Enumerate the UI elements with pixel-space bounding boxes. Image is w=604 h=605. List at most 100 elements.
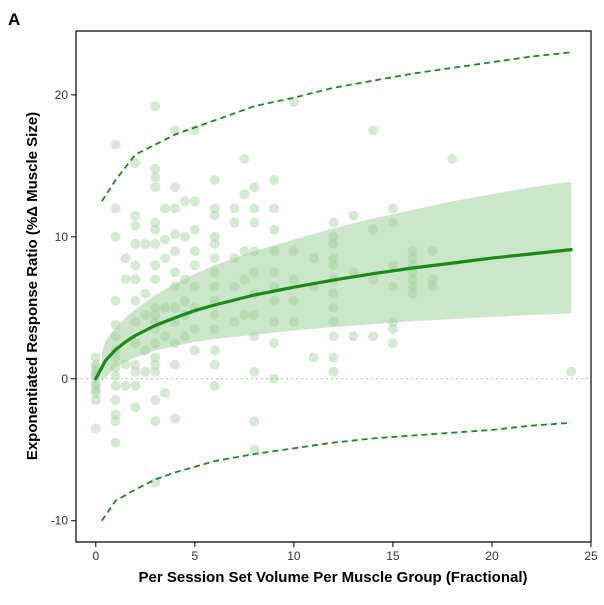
data-point [110, 139, 121, 150]
data-point [130, 158, 141, 168]
data-point [288, 295, 299, 306]
data-point [269, 175, 280, 185]
data-point [130, 220, 141, 231]
data-point [150, 477, 161, 488]
data-point [288, 97, 299, 107]
data-point [328, 231, 339, 242]
data-point [387, 217, 398, 228]
data-point [249, 331, 260, 342]
data-point [387, 324, 398, 335]
data-point [348, 267, 359, 278]
data-point [170, 203, 180, 214]
data-point [110, 331, 121, 342]
data-point [189, 246, 200, 256]
data-point [130, 366, 141, 377]
data-point [110, 295, 121, 306]
data-point [368, 331, 379, 342]
y-tick-label: -10 [51, 514, 69, 528]
data-point [120, 274, 131, 285]
data-point [407, 274, 418, 285]
data-point [229, 217, 240, 228]
data-point [328, 253, 339, 264]
data-point [110, 380, 121, 391]
data-point [249, 267, 260, 278]
data-point [209, 324, 220, 335]
data-point [288, 274, 299, 285]
data-point [170, 338, 180, 349]
data-point [308, 253, 319, 264]
data-point [209, 203, 220, 214]
data-point [387, 281, 398, 292]
data-point [229, 317, 240, 327]
data-point [150, 395, 161, 406]
data-point [150, 309, 161, 320]
data-point [328, 288, 339, 299]
data-point [130, 338, 141, 349]
data-point [140, 345, 151, 356]
x-axis-title: Per Session Set Volume Per Muscle Group … [139, 569, 528, 586]
data-point [150, 260, 161, 271]
x-tick-label: 5 [192, 549, 199, 563]
data-point [120, 359, 131, 370]
data-point [150, 163, 161, 174]
data-point [269, 267, 280, 278]
data-point [209, 309, 220, 320]
data-point [269, 224, 280, 235]
x-axis: 0 5 10 15 20 25 [92, 542, 598, 563]
data-point [110, 352, 121, 363]
y-tick-label: 10 [55, 230, 69, 244]
data-point [150, 217, 161, 228]
confidence-band [101, 181, 572, 382]
data-point [130, 260, 141, 271]
data-point [110, 231, 121, 242]
data-point [110, 437, 121, 448]
data-point [269, 203, 280, 214]
data-point [368, 125, 379, 136]
data-point [130, 238, 141, 249]
y-axis: -10 0 10 20 [51, 88, 76, 528]
data-point [269, 373, 280, 384]
data-point [249, 217, 260, 228]
data-point [90, 352, 101, 363]
fit-curve [94, 248, 573, 381]
data-point [120, 253, 131, 264]
data-point [179, 274, 190, 285]
x-tick-label: 20 [485, 549, 499, 563]
prediction-interval-lower [101, 421, 572, 522]
data-point [328, 352, 339, 363]
data-point [368, 274, 379, 285]
data-point [328, 317, 339, 327]
data-point [90, 388, 101, 398]
data-point [130, 359, 141, 370]
data-point [427, 281, 438, 292]
data-point [348, 331, 359, 342]
data-point [249, 246, 260, 256]
data-point [239, 309, 250, 320]
data-point [249, 309, 260, 320]
data-point [140, 238, 151, 249]
data-point [288, 246, 299, 256]
data-point [160, 253, 171, 264]
data-point [150, 224, 161, 235]
data-point [189, 281, 200, 292]
data-point [170, 246, 180, 256]
data-point [209, 238, 220, 249]
y-axis-title: Exponentiated Response Ratio (%Δ Muscle … [24, 112, 41, 460]
data-point [160, 388, 171, 398]
data-point [209, 281, 220, 292]
data-point [209, 359, 220, 370]
data-point [160, 234, 171, 245]
data-point [249, 182, 260, 193]
data-point [209, 175, 220, 185]
data-point [150, 172, 161, 183]
data-point [110, 395, 121, 406]
data-point [179, 231, 190, 242]
data-point [170, 182, 180, 193]
x-tick-label: 0 [92, 549, 99, 563]
data-point [269, 338, 280, 349]
data-point [239, 189, 250, 200]
data-point [427, 274, 438, 285]
data-point [110, 370, 121, 381]
data-point [447, 153, 458, 164]
data-point [130, 402, 141, 413]
